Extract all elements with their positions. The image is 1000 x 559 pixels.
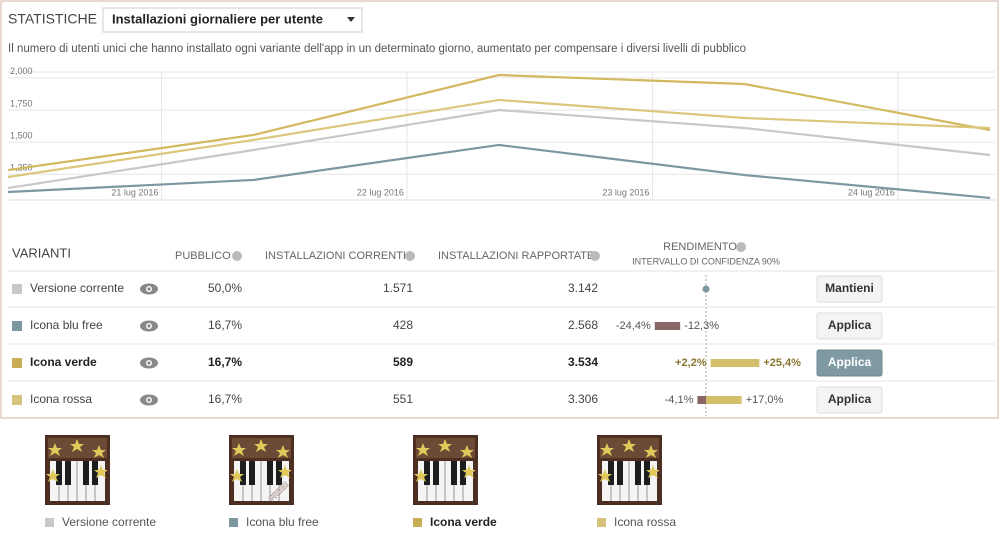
- dropdown-arrow[interactable]: [347, 17, 355, 22]
- current-installs: 589: [393, 355, 413, 369]
- x-tick-label: 23 lug 2016: [602, 187, 649, 197]
- col-header: PUBBLICO: [175, 250, 231, 262]
- eye-iris[interactable]: [147, 324, 151, 328]
- action-button[interactable]: Applica: [816, 349, 883, 377]
- dropdown-box[interactable]: [102, 7, 363, 33]
- ci-low-label: -24,4%: [616, 320, 651, 332]
- ci-bar-negative: [654, 322, 681, 330]
- button-box[interactable]: [816, 349, 883, 377]
- current-installs: 551: [393, 392, 413, 406]
- legend-swatch: [413, 518, 422, 527]
- button-label[interactable]: Applica: [828, 318, 872, 332]
- description: Il numero di utenti unici che hanno inst…: [8, 43, 746, 55]
- app-icon: [228, 434, 295, 506]
- audience: 16,7%: [208, 392, 242, 406]
- legend-swatch: [597, 518, 606, 527]
- help-icon[interactable]: [405, 251, 415, 261]
- dropdown[interactable]: Installazioni giornaliere per utente: [102, 7, 363, 33]
- section-title: STATISTICHE: [8, 11, 97, 27]
- audience: 16,7%: [208, 355, 242, 369]
- legend-swatch: [45, 518, 54, 527]
- y-tick-label: 1,500: [10, 131, 33, 141]
- variant-name: Icona rossa: [30, 392, 92, 406]
- visibility-toggle[interactable]: [140, 394, 158, 406]
- ci-high-label: +25,4%: [763, 357, 801, 369]
- scaled-installs: 2.568: [568, 318, 598, 332]
- baseline-dot: [702, 285, 710, 293]
- eye-iris[interactable]: [147, 398, 151, 402]
- x-tick-label: 21 lug 2016: [111, 187, 158, 197]
- ci-bar-positive: [710, 359, 760, 367]
- series-line: [7, 73, 991, 172]
- legend-swatch: [229, 518, 238, 527]
- series-line: [7, 98, 991, 179]
- visibility-toggle[interactable]: [140, 357, 158, 369]
- y-tick-label: 1,750: [10, 98, 33, 108]
- action-button[interactable]: Mantieni: [816, 275, 883, 303]
- x-tick-label: 22 lug 2016: [357, 187, 404, 197]
- visibility-toggle[interactable]: [140, 283, 158, 295]
- variant-name: Icona blu free: [30, 318, 103, 332]
- button-box[interactable]: [816, 386, 883, 414]
- eye-iris[interactable]: [147, 361, 151, 365]
- scaled-installs: 3.534: [568, 355, 598, 369]
- col-header: INSTALLAZIONI CORRENTI: [265, 250, 406, 262]
- help-icon[interactable]: [590, 251, 600, 261]
- app-icon: [412, 434, 479, 506]
- visibility-toggle[interactable]: [140, 320, 158, 332]
- help-icon[interactable]: [736, 242, 746, 252]
- button-label[interactable]: Applica: [828, 392, 872, 406]
- icon-label: Versione corrente: [62, 515, 156, 529]
- ci-high-label: +17,0%: [746, 394, 784, 406]
- button-box[interactable]: [816, 312, 883, 340]
- app-icon: [44, 434, 111, 506]
- ci-low-label: -4,1%: [665, 394, 694, 406]
- y-tick-label: 2,000: [10, 66, 33, 76]
- audience: 16,7%: [208, 318, 242, 332]
- button-box[interactable]: [816, 275, 883, 303]
- col-subheader: INTERVALLO DI CONFIDENZA 90%: [632, 256, 780, 266]
- ci-high-label: -12,3%: [684, 320, 719, 332]
- ci-low-label: +2,2%: [675, 357, 707, 369]
- variant-name: Versione corrente: [30, 281, 124, 295]
- x-tick-label: 24 lug 2016: [848, 187, 895, 197]
- variant-name: Icona verde: [30, 355, 97, 369]
- color-swatch: [12, 284, 22, 294]
- scaled-installs: 3.142: [568, 281, 598, 295]
- current-installs: 428: [393, 318, 413, 332]
- table: Versione corrente 50,0% 1.571 3.142 Mantieni…: [8, 275, 995, 414]
- col-header: INSTALLAZIONI RAPPORTATE: [438, 250, 594, 262]
- current-installs: 1.571: [383, 281, 413, 295]
- color-swatch: [12, 395, 22, 405]
- col-header: VARIANTI: [12, 245, 71, 260]
- help-icon[interactable]: [232, 251, 242, 261]
- ci-bar-negative: [697, 396, 706, 404]
- series-line: [7, 108, 991, 190]
- icon-label: Icona rossa: [614, 515, 676, 529]
- eye-iris[interactable]: [147, 287, 151, 291]
- color-swatch: [12, 358, 22, 368]
- action-button[interactable]: Applica: [816, 386, 883, 414]
- action-button[interactable]: Applica: [816, 312, 883, 340]
- col-header: RENDIMENTO: [663, 241, 737, 253]
- button-label[interactable]: Mantieni: [825, 281, 874, 295]
- scaled-installs: 3.306: [568, 392, 598, 406]
- icon-label: Icona verde: [430, 515, 497, 529]
- audience: 50,0%: [208, 281, 242, 295]
- button-label[interactable]: Applica: [828, 355, 872, 369]
- dropdown-label[interactable]: Installazioni giornaliere per utente: [112, 11, 323, 26]
- series-line: [7, 143, 991, 200]
- ci-bar-positive: [706, 396, 742, 404]
- color-swatch: [12, 321, 22, 331]
- panel-border: [0, 0, 999, 419]
- app-icon: [596, 434, 663, 506]
- icon-label: Icona blu free: [246, 515, 319, 529]
